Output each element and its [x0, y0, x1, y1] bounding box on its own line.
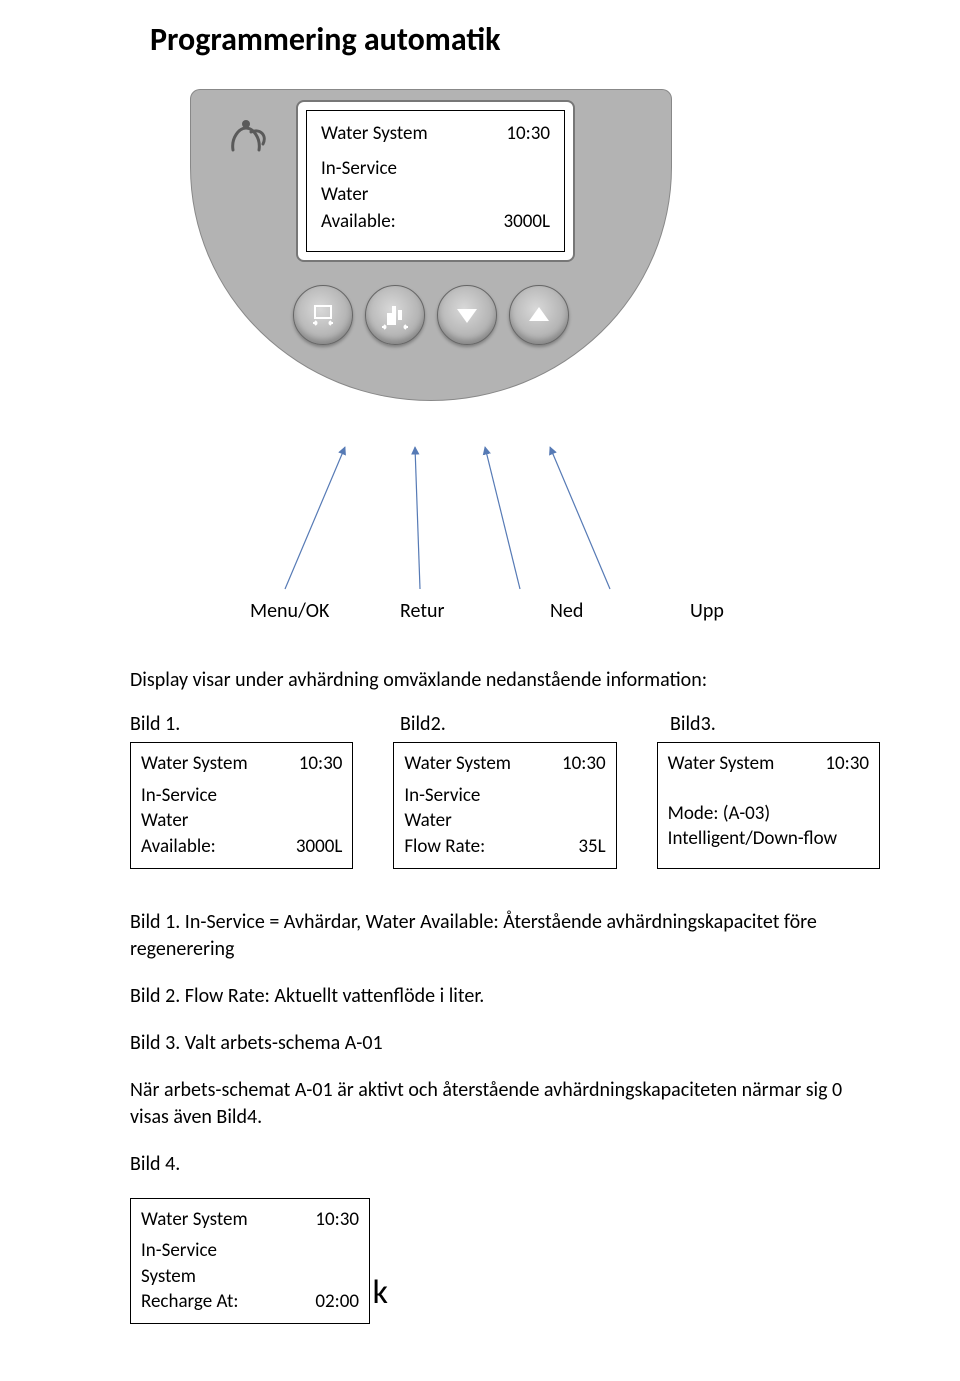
exp-2: Bild 2. Flow Rate: Aktuellt vattenflöde … [130, 983, 880, 1010]
exp-3: Bild 3. Valt arbets-schema A-01 [130, 1030, 880, 1057]
down-arrow-icon [453, 301, 481, 329]
info-box-4: Water System 10:30 In-Service System Rec… [130, 1198, 370, 1325]
info-box-3: Water System 10:30 Mode: (A-03) Intellig… [657, 742, 880, 869]
lcd-line-4-label: Available: [321, 209, 396, 236]
bild4-wrap: Water System 10:30 In-Service System Rec… [130, 1198, 430, 1325]
box4-l4b: 02:00 [315, 1289, 359, 1315]
bild-headers: Bild 1. Bild2. Bild3. [130, 712, 880, 736]
up-arrow-icon [525, 301, 553, 329]
box1-time: 10:30 [299, 751, 343, 777]
info-box-1: Water System 10:30 In-Service Water Avai… [130, 742, 353, 869]
lcd-time: 10:30 [506, 121, 550, 148]
info-boxes: Water System 10:30 In-Service Water Avai… [130, 742, 880, 869]
box2-l3: Water [404, 808, 605, 834]
down-button[interactable] [437, 285, 497, 345]
box2-title: Water System [404, 751, 511, 777]
lcd-screen: Water System 10:30 In-Service Water Avai… [306, 110, 565, 252]
box4-title: Water System [141, 1207, 248, 1233]
box1-l4b: 3000L [296, 834, 343, 860]
label-upp: Upp [690, 599, 780, 623]
box2-l2: In-Service [404, 783, 605, 809]
bild3-label: Bild3. [670, 712, 880, 736]
box4-l2: In-Service [141, 1238, 359, 1264]
menu-icon [309, 301, 337, 329]
page-title: Programmering automatik [150, 20, 880, 59]
box1-l3: Water [141, 808, 342, 834]
lcd-frame: Water System 10:30 In-Service Water Avai… [296, 100, 575, 262]
up-button[interactable] [509, 285, 569, 345]
box4-l3: System [141, 1264, 359, 1290]
lcd-line-4-value: 3000L [503, 209, 550, 236]
button-row [191, 285, 671, 345]
box3-l3: Mode: (A-03) [668, 801, 869, 827]
intro-text: Display visar under avhärdning omväxland… [130, 668, 880, 692]
box2-l4b: 35L [578, 834, 605, 860]
exp-1: Bild 1. In-Service = Avhärdar, Water Ava… [130, 909, 880, 963]
box3-l4: Intelligent/Down-flow [668, 826, 869, 852]
box2-time: 10:30 [562, 751, 606, 777]
box4-l4a: Recharge At: [141, 1289, 238, 1315]
return-icon [380, 300, 410, 330]
lcd-line-3: Water [321, 182, 550, 209]
box4-time: 10:30 [315, 1207, 359, 1233]
page: Programmering automatik Water System 10:… [0, 0, 960, 1364]
box3-title: Water System [668, 751, 775, 777]
exp-4: När arbets-schemat A-01 är aktivt och åt… [130, 1077, 880, 1131]
explanations: Bild 1. In-Service = Avhärdar, Water Ava… [130, 909, 880, 1178]
stray-character: k [373, 1272, 388, 1313]
box1-l4a: Available: [141, 834, 216, 860]
box1-title: Water System [141, 751, 248, 777]
brand-logo-icon [221, 110, 271, 160]
bild1-label: Bild 1. [130, 712, 340, 736]
return-button[interactable] [365, 285, 425, 345]
box1-l2: In-Service [141, 783, 342, 809]
exp-5: Bild 4. [130, 1151, 880, 1178]
box3-time: 10:30 [825, 751, 869, 777]
device-panel: Water System 10:30 In-Service Water Avai… [190, 89, 672, 401]
label-ned: Ned [550, 599, 690, 623]
callout-arrows [190, 439, 670, 599]
device-wrap: Water System 10:30 In-Service Water Avai… [190, 89, 670, 429]
button-labels: Menu/OK Retur Ned Upp [250, 599, 780, 623]
bild2-label: Bild2. [400, 712, 610, 736]
box2-l4a: Flow Rate: [404, 834, 485, 860]
lcd-line-2: In-Service [321, 156, 550, 183]
menu-ok-button[interactable] [293, 285, 353, 345]
label-menu: Menu/OK [250, 599, 400, 623]
info-box-2: Water System 10:30 In-Service Water Flow… [393, 742, 616, 869]
label-retur: Retur [400, 599, 550, 623]
lcd-title: Water System [321, 121, 428, 148]
